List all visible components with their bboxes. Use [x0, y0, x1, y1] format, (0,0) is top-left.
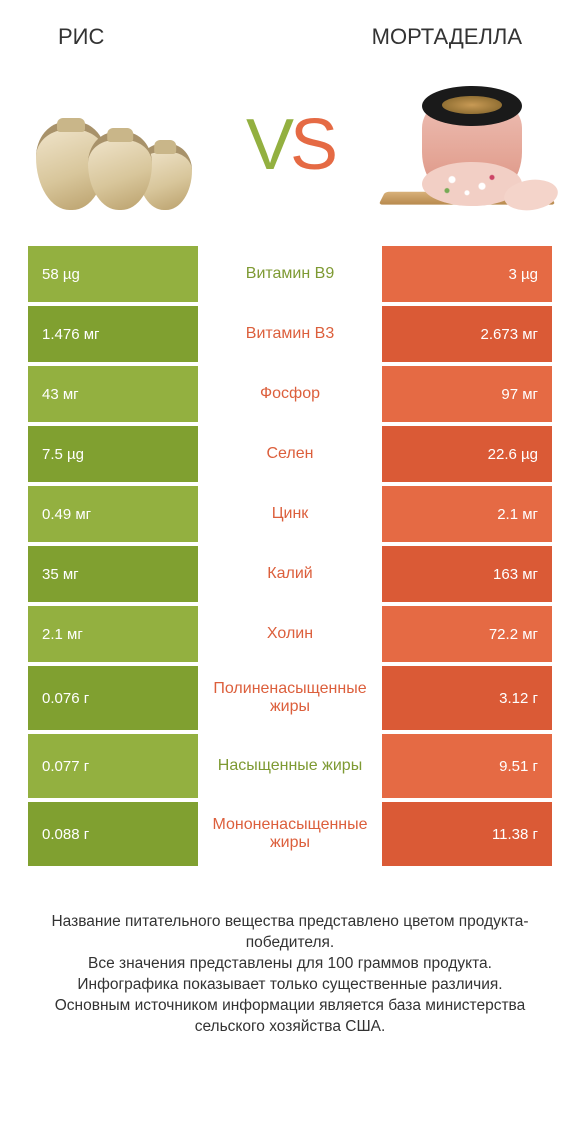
table-row: 43 мгФосфор97 мг — [28, 366, 552, 422]
table-row: 0.077 гНасыщенные жиры9.51 г — [28, 734, 552, 798]
nutrient-label: Насыщенные жиры — [198, 734, 382, 798]
value-left: 1.476 мг — [28, 306, 198, 362]
value-left: 0.49 мг — [28, 486, 198, 542]
value-right: 2.673 мг — [382, 306, 552, 362]
value-left: 0.076 г — [28, 666, 198, 730]
value-left: 43 мг — [28, 366, 198, 422]
header: РИС МОРТАДЕЛЛА — [0, 0, 580, 60]
hero-row: VS — [0, 60, 580, 246]
footer-line: Все значения представлены для 100 граммо… — [30, 954, 550, 975]
rice-image — [28, 80, 198, 210]
value-right: 97 мг — [382, 366, 552, 422]
footer-line: Инфографика показывает только существенн… — [30, 975, 550, 996]
table-row: 0.088 гМононенасыщенные жиры11.38 г — [28, 802, 552, 866]
nutrient-label: Селен — [198, 426, 382, 482]
nutrient-label: Витамин B3 — [198, 306, 382, 362]
value-right: 3.12 г — [382, 666, 552, 730]
nutrient-label: Фосфор — [198, 366, 382, 422]
footer-line: Название питательного вещества представл… — [30, 912, 550, 954]
nutrient-label: Мононенасыщенные жиры — [198, 802, 382, 866]
value-right: 9.51 г — [382, 734, 552, 798]
title-left: РИС — [58, 24, 104, 50]
vs-s: S — [290, 105, 334, 185]
vs-label: VS — [246, 104, 334, 186]
table-row: 58 µgВитамин B93 µg — [28, 246, 552, 302]
nutrient-label: Калий — [198, 546, 382, 602]
nutrient-label: Полиненасыщенные жиры — [198, 666, 382, 730]
nutrient-label: Витамин B9 — [198, 246, 382, 302]
value-right: 3 µg — [382, 246, 552, 302]
value-left: 0.077 г — [28, 734, 198, 798]
mortadella-image — [382, 80, 552, 210]
value-left: 0.088 г — [28, 802, 198, 866]
table-row: 2.1 мгХолин72.2 мг — [28, 606, 552, 662]
footer-notes: Название питательного вещества представл… — [0, 870, 580, 1038]
value-left: 35 мг — [28, 546, 198, 602]
title-right: МОРТАДЕЛЛА — [372, 24, 522, 50]
table-row: 35 мгКалий163 мг — [28, 546, 552, 602]
value-right: 163 мг — [382, 546, 552, 602]
value-left: 2.1 мг — [28, 606, 198, 662]
value-right: 22.6 µg — [382, 426, 552, 482]
table-row: 7.5 µgСелен22.6 µg — [28, 426, 552, 482]
comparison-table: 58 µgВитамин B93 µg1.476 мгВитамин B32.6… — [0, 246, 580, 866]
nutrient-label: Холин — [198, 606, 382, 662]
value-right: 2.1 мг — [382, 486, 552, 542]
footer-line: Основным источником информации является … — [30, 996, 550, 1038]
table-row: 1.476 мгВитамин B32.673 мг — [28, 306, 552, 362]
value-left: 58 µg — [28, 246, 198, 302]
table-row: 0.076 гПолиненасыщенные жиры3.12 г — [28, 666, 552, 730]
value-left: 7.5 µg — [28, 426, 198, 482]
table-row: 0.49 мгЦинк2.1 мг — [28, 486, 552, 542]
vs-v: V — [246, 105, 290, 185]
nutrient-label: Цинк — [198, 486, 382, 542]
value-right: 11.38 г — [382, 802, 552, 866]
value-right: 72.2 мг — [382, 606, 552, 662]
